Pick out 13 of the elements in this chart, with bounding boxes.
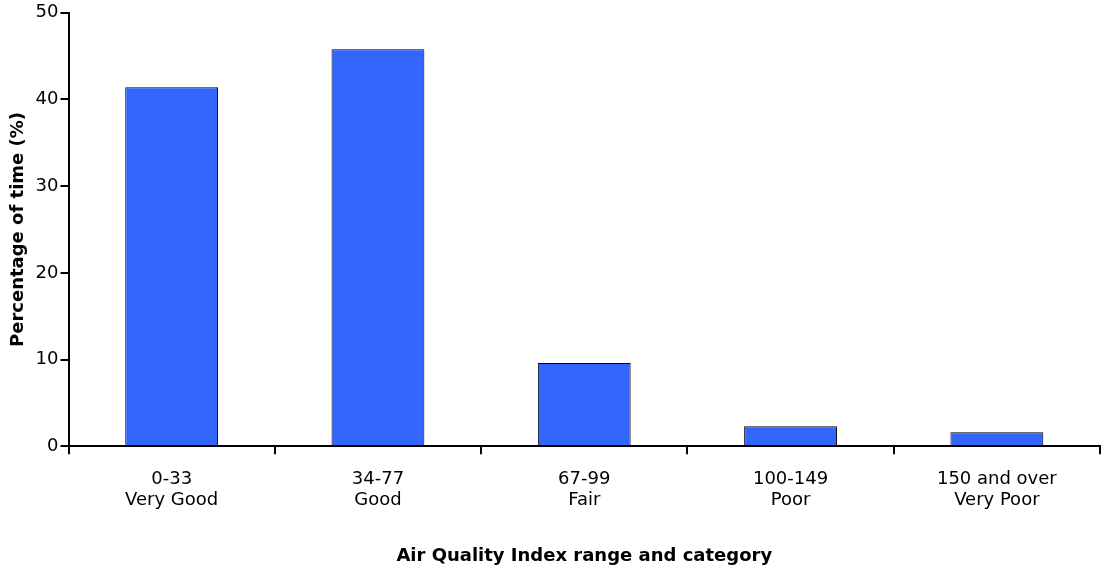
x-tick-label: 0-33 Very Good xyxy=(125,466,219,510)
y-tick-label: 30 xyxy=(35,173,59,195)
y-tick-label: 50 xyxy=(35,0,59,22)
x-tick-label: 150 and over Very Poor xyxy=(936,466,1058,510)
y-tick-label: 20 xyxy=(35,260,59,282)
x-tick-label: 67-99 Fair xyxy=(558,466,611,510)
x-axis-title: Air Quality Index range and category xyxy=(396,543,773,565)
y-tick-label: 40 xyxy=(35,87,59,109)
y-axis-title: Percentage of time (%) xyxy=(6,111,28,348)
y-tick-label: 0 xyxy=(47,433,59,455)
x-tick-label: 100-149 Poor xyxy=(752,466,829,510)
y-tick-label: 10 xyxy=(35,347,59,369)
x-tick-label: 34-77 Good xyxy=(351,466,405,510)
